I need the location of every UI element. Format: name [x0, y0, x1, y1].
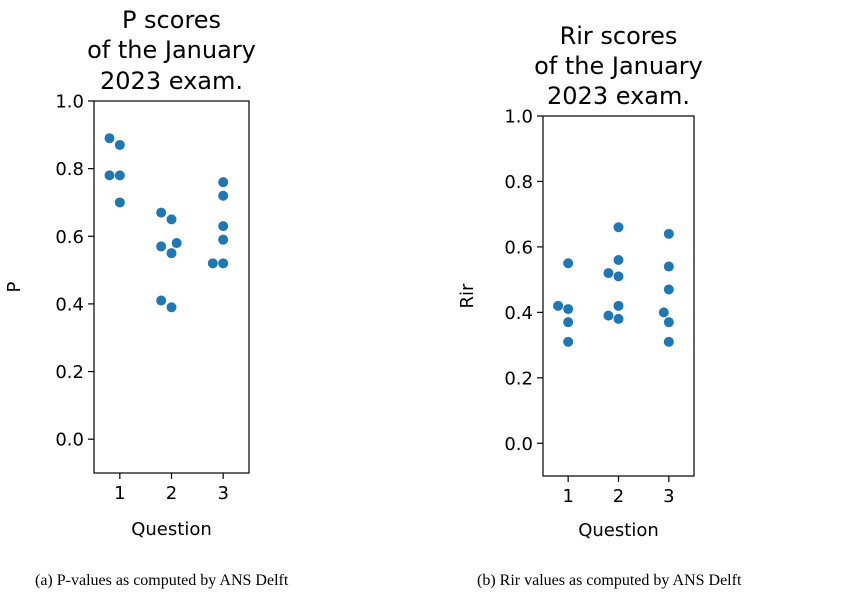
data-point: [218, 221, 229, 232]
y-tick-label: 0.0: [55, 430, 84, 451]
data-point: [613, 255, 624, 265]
x-tick-label: 1: [562, 486, 573, 507]
data-point: [658, 307, 669, 318]
y-axis-label: Rir: [457, 283, 478, 309]
data-point: [603, 268, 614, 279]
y-tick-label: 0.6: [55, 227, 84, 248]
x-tick-label: 2: [613, 486, 624, 507]
data-point: [218, 177, 229, 188]
data-point: [166, 214, 177, 225]
y-tick-label: 0.8: [55, 159, 84, 180]
x-tick-label: 2: [166, 483, 177, 504]
y-tick-label: 0.4: [504, 303, 533, 324]
data-point: [104, 133, 115, 144]
x-axis-label: Question: [578, 520, 659, 541]
x-tick-label: 3: [217, 483, 228, 504]
data-point: [114, 170, 125, 181]
plot-frame: [93, 100, 250, 474]
chart-title-line: P scores: [122, 6, 221, 34]
data-point: [563, 258, 574, 269]
data-point: [166, 302, 177, 313]
y-tick-label: 0.2: [55, 362, 84, 383]
data-point: [663, 336, 674, 347]
data-point: [156, 295, 167, 306]
y-tick-label: 0.6: [504, 237, 533, 258]
data-point: [207, 258, 218, 269]
data-point: [171, 238, 182, 249]
data-point: [603, 310, 614, 321]
data-point: [613, 271, 624, 282]
plot-frame: [542, 115, 695, 477]
caption-p-values: (a) P-values as computed by ANS Delft: [35, 572, 289, 589]
data-point: [114, 139, 125, 150]
y-tick-label: 0.8: [504, 172, 533, 193]
y-tick-label: 0.2: [504, 368, 533, 389]
data-point: [563, 336, 574, 347]
data-point: [114, 197, 125, 208]
data-point: [563, 304, 574, 315]
data-point: [166, 248, 177, 259]
x-tick-label: 3: [663, 486, 674, 507]
data-point: [218, 258, 229, 269]
chart-title-line: Rir scores: [560, 22, 678, 50]
data-point: [553, 300, 564, 311]
y-tick-label: 0.4: [55, 294, 84, 315]
data-point: [613, 300, 624, 311]
y-tick-label: 1.0: [504, 107, 533, 128]
data-point: [613, 222, 624, 233]
data-point: [613, 313, 624, 324]
data-point: [663, 228, 674, 239]
x-tick-label: 1: [114, 483, 125, 504]
chart-title-line: 2023 exam.: [547, 82, 690, 110]
data-point: [104, 170, 115, 181]
data-point: [156, 207, 167, 218]
data-point: [218, 190, 229, 201]
chart-title-line: of the January: [87, 36, 256, 64]
data-point: [663, 284, 674, 295]
y-tick-label: 0.0: [504, 434, 533, 455]
caption-rir-values: (b) Rir values as computed by ANS Delft: [477, 572, 742, 589]
y-axis-label: P: [4, 281, 25, 292]
data-point: [156, 241, 167, 252]
chart-title-line: of the January: [534, 52, 703, 80]
data-point: [563, 317, 574, 328]
y-tick-label: 1.0: [55, 92, 84, 113]
data-point: [663, 317, 674, 328]
data-point: [663, 261, 674, 272]
data-point: [218, 234, 229, 245]
chart-title-line: 2023 exam.: [100, 67, 243, 95]
x-axis-label: Question: [131, 519, 212, 540]
